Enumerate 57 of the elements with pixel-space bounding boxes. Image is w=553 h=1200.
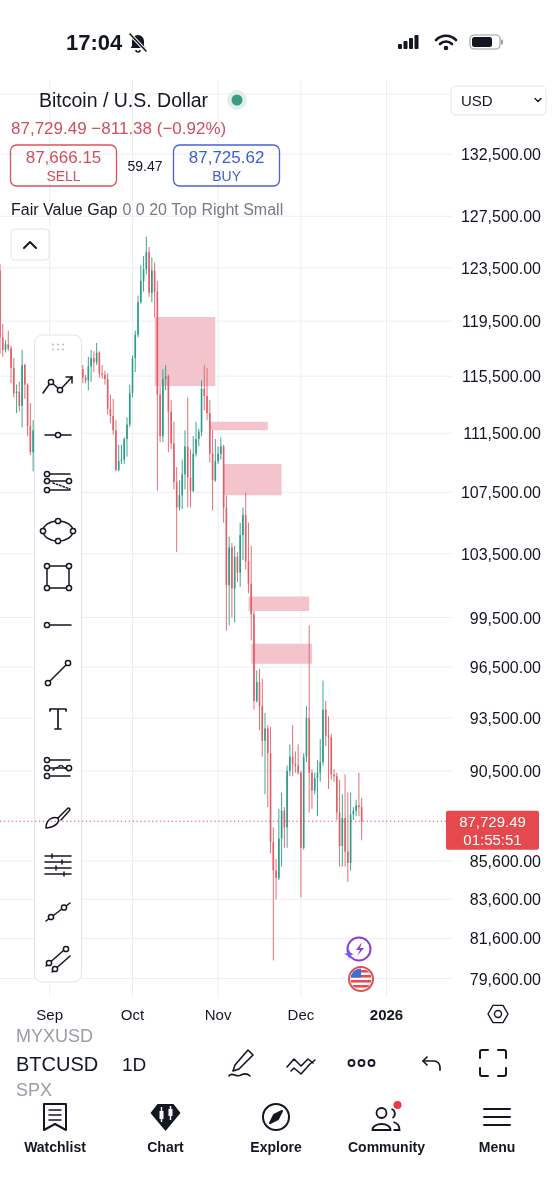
x-tick-label: 2026: [369, 1005, 404, 1023]
text: 01:55:51: [463, 830, 522, 848]
candlestick: [255, 669, 258, 704]
text: SPX: [16, 1080, 53, 1100]
text: Watchlist: [24, 1139, 87, 1155]
y-tick-label: 119,500.00: [462, 312, 542, 330]
y-tick-label: 103,500.00: [460, 545, 542, 563]
x-tick-label: Oct: [120, 1005, 146, 1023]
candlestick: [228, 536, 230, 627]
y-tick-label: 96,500.00: [469, 658, 542, 676]
y-tick-label: 127,500.00: [460, 207, 542, 225]
annotation: 87,666.15: [25, 147, 102, 167]
y-tick-label: 99,500.00: [469, 609, 542, 626]
y-tick-label: 111,500.00: [463, 424, 542, 442]
text: BTCUSD: [16, 1052, 99, 1075]
text: Explore: [250, 1139, 302, 1155]
text: Bitcoin / U.S. Dollar: [39, 89, 209, 111]
x-tick-label: Nov: [204, 1005, 232, 1023]
text: USD: [461, 91, 493, 109]
annotation: 0 0 20 Top Right Small: [122, 200, 284, 218]
candlestick: [162, 368, 164, 443]
y-tick-label: 107,500.00: [460, 483, 542, 501]
candlestick: [93, 350, 95, 373]
y-tick-label: 93,500.00: [469, 709, 542, 727]
annotation: BUY: [212, 167, 242, 184]
y-tick-label: 79,600.00: [469, 970, 542, 988]
text: 17:04: [66, 29, 124, 55]
text: Chart: [147, 1139, 185, 1155]
candlestick: [32, 419, 34, 472]
candlestick: [151, 256, 153, 303]
annotation: Fair Value Gap: [11, 200, 118, 218]
y-tick-label: 81,600.00: [469, 929, 542, 947]
ref-line-label: 87,729.49: [459, 812, 526, 830]
text: 87,729.49 −811.38 (−0.92%): [11, 118, 227, 138]
y-tick-label: 132,500.00: [460, 145, 542, 163]
text: Community: [348, 1139, 426, 1155]
annotation: SELL: [46, 167, 81, 184]
candlestick: [355, 799, 357, 817]
annotation: 87,725.62: [188, 147, 265, 167]
candlestick: [148, 246, 150, 298]
y-tick-label: 123,500.00: [460, 259, 542, 277]
text: Menu: [478, 1139, 516, 1155]
annotation: 59.47: [127, 158, 163, 174]
x-tick-label: Sep: [36, 1005, 64, 1023]
text: 1D: [122, 1053, 147, 1074]
candlestick: [82, 364, 84, 384]
candlestick: [220, 437, 222, 461]
candlestick: [231, 542, 233, 618]
candlestick: [264, 712, 266, 795]
y-tick-label: 115,500.00: [462, 367, 542, 385]
candlestick: [117, 444, 120, 472]
candlestick: [21, 349, 23, 428]
y-tick-label: 90,500.00: [469, 762, 542, 780]
x-tick-label: Dec: [287, 1005, 315, 1023]
y-tick-label: 85,600.00: [469, 852, 542, 870]
y-tick-label: 83,600.00: [469, 890, 542, 908]
text: MYXUSD: [16, 1026, 94, 1046]
